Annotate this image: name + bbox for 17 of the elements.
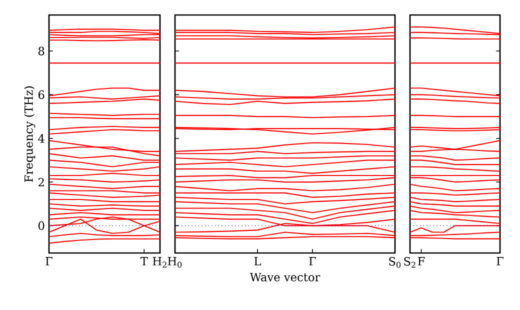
y-tick-label: 6 — [38, 90, 44, 99]
y-tick-label: 2 — [38, 178, 44, 186]
y-tick-label: 0 — [38, 221, 44, 230]
x-tick-label: H$_{0}$ — [168, 257, 182, 268]
y-axis-title: Frequency (THz) — [24, 86, 36, 182]
x-axis-title: Wave vector — [250, 272, 320, 282]
y-tick-label: 8 — [38, 46, 44, 56]
x-tick-label: Γ — [309, 257, 316, 266]
x-tick-label: Γ — [496, 257, 504, 266]
x-tick-label: Γ — [46, 257, 52, 266]
x-tick-label: S$_{0}$ — [389, 257, 401, 268]
y-tick-label: 4 — [38, 134, 44, 143]
x-tick-label: L — [254, 257, 261, 266]
x-tick-label: S$_{2}$ — [404, 257, 416, 268]
x-tick-label: T — [140, 257, 148, 266]
x-tick-label: H$_{2}$ — [152, 257, 166, 268]
x-tick-label: F — [418, 257, 425, 266]
